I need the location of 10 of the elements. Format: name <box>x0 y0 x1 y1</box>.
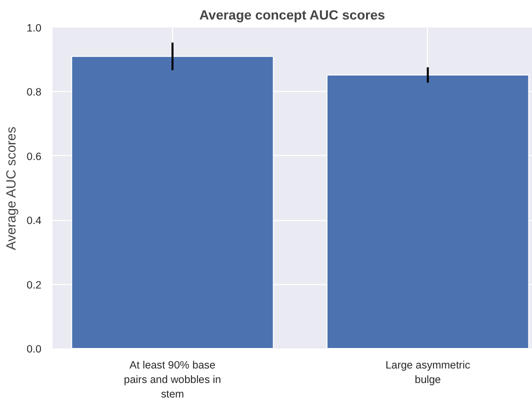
x-tick-label: At least 90% base pairs and wobbles in stem <box>124 360 222 400</box>
y-tick-label: 0.0 <box>26 344 42 356</box>
y-tick-label: 0.8 <box>26 86 42 99</box>
y-tick-label: 0.6 <box>26 150 42 163</box>
y-tick-label: 1.0 <box>26 22 42 34</box>
chart-title: Average concept AUC scores <box>199 8 386 22</box>
y-axis-title: Average AUC scores <box>4 126 19 250</box>
y-tick-label: 0.4 <box>26 215 42 228</box>
x-tick-label: Large asymmetric bulge <box>385 360 471 386</box>
y-tick-label: 0.2 <box>26 279 42 292</box>
